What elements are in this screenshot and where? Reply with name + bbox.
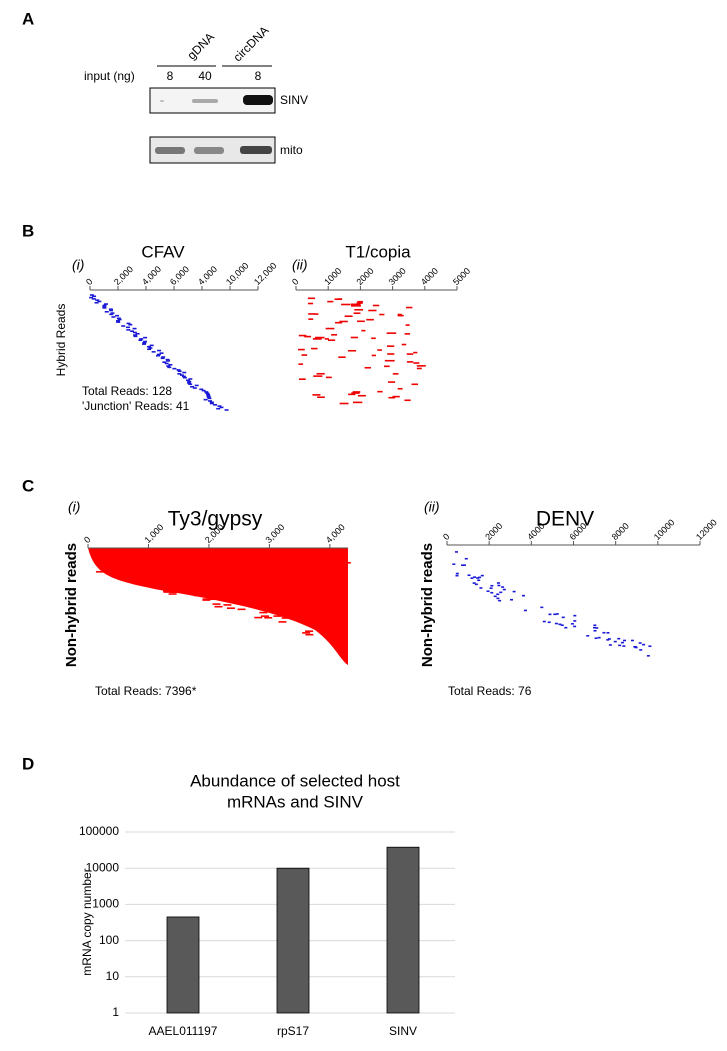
gel-band <box>243 95 273 105</box>
plot-title: CFAV <box>141 242 185 261</box>
tick-label: 10,000 <box>224 261 251 288</box>
x-tick-label: SINV <box>389 1024 417 1038</box>
tick-label: 12,000 <box>252 261 279 288</box>
panel-label: B <box>22 221 34 240</box>
chart-title: Abundance of selected host <box>190 771 400 790</box>
gel-band <box>155 147 185 154</box>
y-axis-label: Non-hybrid reads <box>63 543 80 667</box>
x-tick-label: rpS17 <box>277 1024 309 1038</box>
input-amount: 8 <box>167 69 174 83</box>
y-tick-label: 1 <box>112 1005 119 1019</box>
y-tick-label: 100000 <box>79 824 119 838</box>
panel-label: D <box>22 754 34 773</box>
tick-label: 10000 <box>652 517 677 542</box>
tick-label: 4000 <box>419 266 440 287</box>
bar <box>166 916 200 1014</box>
tick-label: 3000 <box>387 266 408 287</box>
tick-label: 2,000 <box>112 264 135 287</box>
plot-label: (i) <box>72 257 84 273</box>
note: 'Junction' Reads: 41 <box>82 399 190 413</box>
plot-title: DENV <box>536 508 594 531</box>
group-label: gDNA <box>184 30 217 63</box>
gel-band <box>240 146 272 154</box>
y-axis-label: Hybrid Reads <box>54 304 68 377</box>
plot-title: Ty3/gypsy <box>168 508 263 531</box>
tick-label: 0 <box>84 276 95 287</box>
bar <box>386 846 420 1014</box>
panel-label: A <box>22 9 34 28</box>
tick-label: 4,000 <box>196 264 219 287</box>
band-label: SINV <box>280 93 308 107</box>
panel-label: C <box>22 476 34 495</box>
tick-label: 0 <box>441 531 452 542</box>
y-axis-label: mRNA copy number <box>80 868 94 975</box>
band-label: mito <box>280 143 303 157</box>
y-tick-label: 10 <box>106 969 120 983</box>
gel-band <box>160 100 164 102</box>
bar <box>276 867 310 1014</box>
note: Total Reads: 7396* <box>95 684 197 698</box>
plot-label: (i) <box>68 499 80 515</box>
tick-label: 0 <box>82 534 93 545</box>
tick-label: 8000 <box>610 521 631 542</box>
gel-band <box>194 147 224 154</box>
tick-label: 2000 <box>354 266 375 287</box>
input-label: input (ng) <box>84 69 135 83</box>
input-amount: 40 <box>198 69 212 83</box>
tick-label: 1000 <box>322 266 343 287</box>
y-tick-label: 100 <box>99 933 119 947</box>
tick-label: 2000 <box>483 521 504 542</box>
chart-title: mRNAs and SINV <box>227 792 364 811</box>
tick-label: 3,000 <box>263 522 286 545</box>
tick-label: 12000 <box>694 517 719 542</box>
plot-label: (ii) <box>292 257 308 273</box>
y-tick-label: 10000 <box>86 860 120 874</box>
gel-band <box>192 99 218 103</box>
tick-label: 0 <box>290 276 301 287</box>
group-label: circDNA <box>230 23 271 64</box>
tick-label: 4,000 <box>324 522 347 545</box>
input-amount: 8 <box>255 69 262 83</box>
tick-label: 6,000 <box>168 264 191 287</box>
tick-label: 5000 <box>451 266 472 287</box>
plot-title: T1/copia <box>345 242 411 261</box>
y-axis-label: Non-hybrid reads <box>419 543 436 667</box>
tick-label: 1,000 <box>142 522 165 545</box>
note: Total Reads: 128 <box>82 384 172 398</box>
x-tick-label: AAEL011197 <box>149 1024 218 1038</box>
y-tick-label: 1000 <box>92 897 119 911</box>
note: Total Reads: 76 <box>448 684 532 698</box>
tick-label: 4,000 <box>140 264 163 287</box>
plot-label: (ii) <box>424 499 440 515</box>
